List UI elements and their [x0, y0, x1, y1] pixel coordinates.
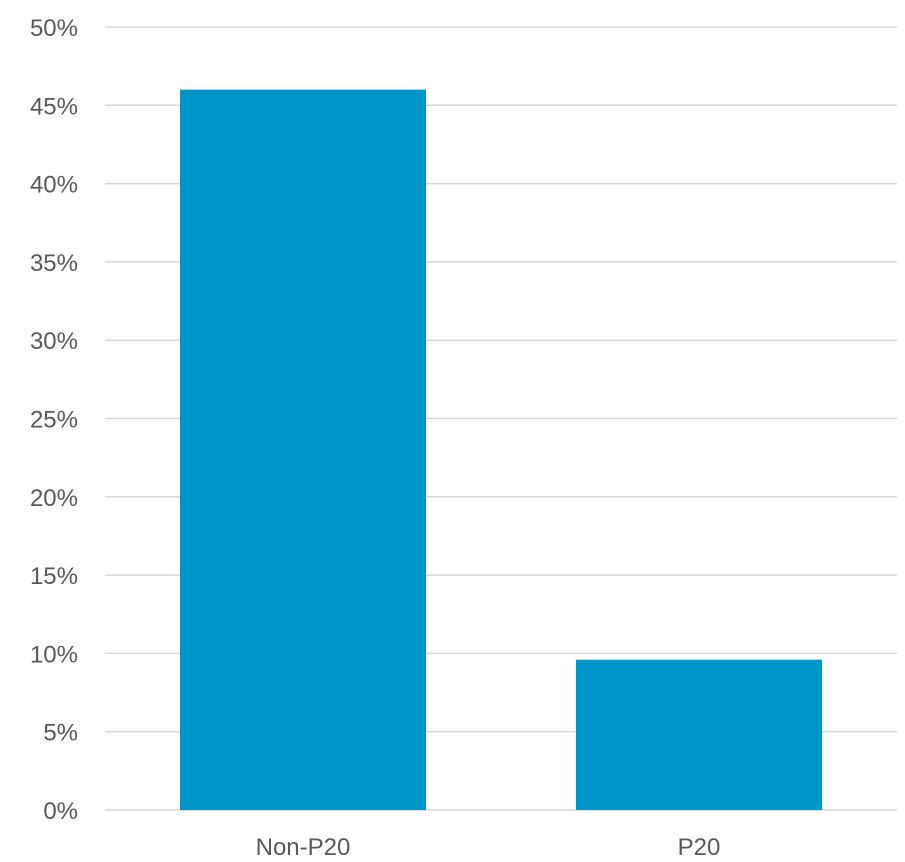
y-axis-tick-labels: 0% 5% 10% 15% 20% 25% 30% 35% 40% 45% 50% [30, 15, 78, 825]
y-tick-label: 0% [43, 798, 78, 825]
x-axis-tick-labels: Non-P20 P20 [256, 834, 721, 861]
y-tick-label: 40% [30, 172, 78, 199]
bar-non-p20 [180, 89, 426, 810]
y-tick-label: 20% [30, 485, 78, 512]
bars [180, 89, 822, 810]
x-tick-label: P20 [678, 834, 721, 861]
y-tick-label: 5% [43, 720, 78, 747]
bar-p20 [576, 659, 822, 810]
y-tick-label: 30% [30, 328, 78, 355]
x-tick-label: Non-P20 [256, 834, 351, 861]
y-tick-label: 10% [30, 641, 78, 668]
y-tick-label: 45% [30, 93, 78, 120]
y-tick-label: 35% [30, 250, 78, 277]
y-tick-label: 50% [30, 15, 78, 42]
y-tick-label: 15% [30, 563, 78, 590]
y-tick-label: 25% [30, 407, 78, 434]
